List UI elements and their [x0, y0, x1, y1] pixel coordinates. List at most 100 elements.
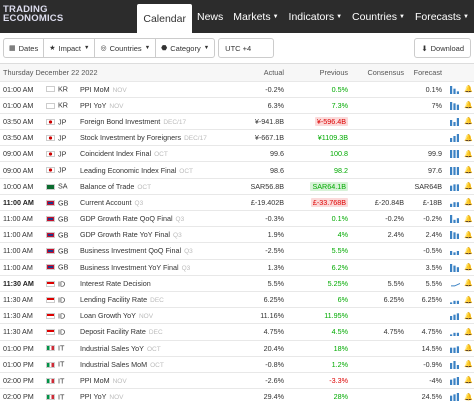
event-cell[interactable]: Interest Rate Decision — [76, 275, 226, 291]
bell-icon[interactable]: 🔔 — [464, 264, 473, 272]
event-name[interactable]: PPI MoM — [80, 375, 110, 385]
event-cell[interactable]: Business Investment YoY Final Q3 — [76, 259, 226, 275]
event-name[interactable]: PPI YoY — [80, 392, 107, 402]
event-cell[interactable]: Industrial Sales MoM OCT — [76, 356, 226, 372]
spark-cell[interactable] — [446, 211, 460, 227]
event-name[interactable]: Balance of Trade — [80, 181, 135, 191]
bell-icon[interactable]: 🔔 — [464, 86, 473, 94]
table-row[interactable]: 10:00 AM SA Balance of Trade OCT SAR56.8B SAR… — [0, 178, 474, 194]
table-row[interactable]: 11:30 AM ID Lending Facility Rate DEC 6.25% 6… — [0, 291, 474, 307]
spark-cell[interactable] — [446, 324, 460, 340]
event-name[interactable]: GDP Growth Rate YoY Final — [80, 230, 171, 240]
consensus-column-header[interactable]: Consensus — [367, 67, 405, 77]
bell-icon[interactable]: 🔔 — [464, 134, 473, 142]
spark-cell[interactable] — [446, 178, 460, 194]
event-name[interactable]: Industrial Sales MoM — [80, 359, 148, 369]
table-row[interactable]: 09:00 AM JP Leading Economic Index Final OC… — [0, 161, 474, 178]
spark-cell[interactable] — [446, 113, 460, 129]
table-row[interactable]: 01:00 PM IT Industrial Sales YoY OCT 20.4% 18… — [0, 340, 474, 356]
forecast-column-header[interactable]: Forecast — [413, 67, 443, 77]
event-cell[interactable]: PPI YoY NOV — [76, 389, 226, 405]
spark-cell[interactable] — [446, 259, 460, 275]
nav-item-news[interactable]: News — [192, 0, 228, 33]
bell-icon[interactable]: 🔔 — [464, 328, 473, 336]
spark-cell[interactable] — [446, 194, 460, 210]
table-row[interactable]: 11:00 AM GB GDP Growth Rate QoQ Final Q3 -0.… — [0, 210, 474, 227]
event-name[interactable]: Foreign Bond Investment — [80, 116, 161, 126]
event-name[interactable]: Industrial Sales YoY — [80, 343, 144, 353]
bell-icon[interactable]: 🔔 — [464, 199, 473, 207]
table-row[interactable]: 01:00 PM IT Industrial Sales MoM OCT -0.8% 1.… — [0, 356, 474, 372]
event-name[interactable]: GDP Growth Rate QoQ Final — [80, 214, 173, 224]
table-row[interactable]: 11:00 AM GB GDP Growth Rate YoY Final Q3 1.9… — [0, 226, 474, 243]
table-row[interactable]: 11:30 AM ID Loan Growth YoY NOV 11.16% 11.95%… — [0, 307, 474, 324]
event-cell[interactable]: GDP Growth Rate YoY Final Q3 — [76, 227, 226, 243]
bell-icon[interactable]: 🔔 — [464, 296, 473, 304]
event-name[interactable]: Loan Growth YoY — [80, 311, 136, 321]
previous-column-header[interactable]: Previous — [319, 67, 349, 77]
event-cell[interactable]: PPI MoM NOV — [76, 372, 226, 388]
bell-icon[interactable]: 🔔 — [464, 215, 473, 223]
impact-filter-button[interactable]: ★ Impact ▼ — [44, 39, 96, 57]
spark-cell[interactable] — [446, 81, 460, 97]
timezone-select[interactable]: UTC +4 — [218, 38, 275, 58]
bell-icon[interactable]: 🔔 — [464, 361, 473, 369]
bell-icon[interactable]: 🔔 — [464, 312, 473, 320]
event-cell[interactable]: Loan Growth YoY NOV — [76, 308, 226, 324]
event-cell[interactable]: Leading Economic Index Final OCT — [76, 162, 226, 178]
event-name[interactable]: Interest Rate Decision — [80, 278, 151, 288]
table-row[interactable]: 01:00 AM KR PPI MoM NOV -0.2% 0.5% 0.1% 🔔 — [0, 81, 474, 97]
event-cell[interactable]: Current Account Q3 — [76, 194, 226, 210]
event-cell[interactable]: GDP Growth Rate QoQ Final Q3 — [76, 211, 226, 227]
event-name[interactable]: Business Investment YoY Final — [80, 262, 179, 272]
spark-cell[interactable] — [446, 146, 460, 162]
nav-item-calendar[interactable]: Calendar — [137, 4, 192, 33]
table-row[interactable]: 11:30 AM ID Interest Rate Decision 5.5% 5.25… — [0, 275, 474, 291]
event-cell[interactable]: Coincident Index Final OCT — [76, 146, 226, 162]
event-cell[interactable]: Business Investment QoQ Final Q3 — [76, 243, 226, 259]
table-row[interactable]: 11:30 AM ID Deposit Facility Rate DEC 4.75% 4… — [0, 323, 474, 340]
spark-cell[interactable] — [446, 243, 460, 259]
nav-item-forecasts[interactable]: Forecasts ▼ — [410, 0, 474, 33]
spark-cell[interactable] — [446, 162, 460, 178]
download-button[interactable]: ⬇ Download — [414, 38, 471, 58]
event-cell[interactable]: Industrial Sales YoY OCT — [76, 340, 226, 356]
bell-icon[interactable]: 🔔 — [464, 377, 473, 385]
spark-cell[interactable] — [446, 97, 460, 113]
nav-item-indicators[interactable]: Indicators ▼ — [284, 0, 347, 33]
spark-cell[interactable] — [446, 308, 460, 324]
event-cell[interactable]: Balance of Trade OCT — [76, 178, 226, 194]
event-name[interactable]: PPI MoM — [80, 84, 110, 94]
actual-column-header[interactable]: Actual — [263, 67, 285, 77]
spark-cell[interactable] — [446, 291, 460, 307]
event-cell[interactable]: PPI YoY NOV — [76, 97, 226, 113]
event-name[interactable]: Lending Facility Rate — [80, 295, 148, 305]
table-row[interactable]: 02:00 PM IT PPI YoY NOV 29.4% 28% 24.5% 🔔 — [0, 388, 474, 405]
event-name[interactable]: Current Account — [80, 197, 132, 207]
table-row[interactable]: 09:00 AM JP Coincident Index Final OCT 99.6 1… — [0, 145, 474, 162]
bell-icon[interactable]: 🔔 — [464, 231, 473, 239]
spark-cell[interactable] — [446, 372, 460, 388]
countries-filter-button[interactable]: ◎ Countries ▼ — [95, 39, 157, 57]
table-row[interactable]: 01:00 AM KR PPI YoY NOV 6.3% 7.3% 7% 🔔 — [0, 97, 474, 113]
nav-item-markets[interactable]: Markets ▼ — [228, 0, 283, 33]
event-name[interactable]: PPI YoY — [80, 100, 107, 110]
bell-icon[interactable]: 🔔 — [464, 102, 473, 110]
bell-icon[interactable]: 🔔 — [464, 183, 473, 191]
bell-icon[interactable]: 🔔 — [464, 118, 473, 126]
nav-item-countries[interactable]: Countries ▼ — [347, 0, 410, 33]
bell-icon[interactable]: 🔔 — [464, 150, 473, 158]
category-filter-button[interactable]: ⬣ Category ▼ — [156, 39, 214, 57]
spark-cell[interactable] — [446, 275, 461, 291]
dates-filter-button[interactable]: ▦ Dates — [4, 39, 45, 57]
event-cell[interactable]: Lending Facility Rate DEC — [76, 291, 226, 307]
table-row[interactable]: 11:00 AM GB Business Investment QoQ Final Q… — [0, 242, 474, 259]
bell-icon[interactable]: 🔔 — [464, 393, 473, 401]
event-name[interactable]: Coincident Index Final — [80, 149, 152, 159]
spark-cell[interactable] — [446, 130, 460, 146]
spark-cell[interactable] — [446, 227, 460, 243]
spark-cell[interactable] — [446, 356, 460, 372]
event-name[interactable]: Deposit Facility Rate — [80, 327, 146, 337]
bell-icon[interactable]: 🔔 — [464, 345, 473, 353]
table-row[interactable]: 02:00 PM IT PPI MoM NOV -2.6% -3.3% -4% 🔔 — [0, 372, 474, 388]
